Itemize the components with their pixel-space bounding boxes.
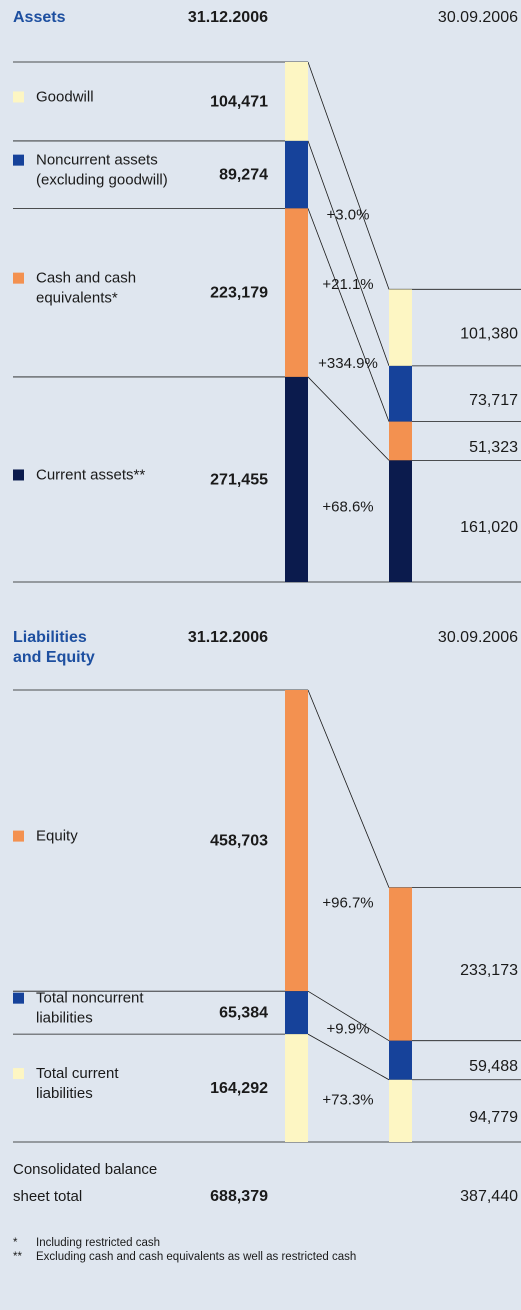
series-label: (excluding goodwill) xyxy=(36,172,168,189)
connector-line xyxy=(307,376,390,461)
footnote-text: Excluding cash and cash equivalents as w… xyxy=(36,1251,356,1263)
data-label: 101,380 xyxy=(460,326,518,343)
bar xyxy=(285,1034,308,1142)
total-label: sheet total xyxy=(13,1188,82,1205)
chart-title: and Equity xyxy=(13,649,95,666)
change-label: +96.7% xyxy=(322,894,373,911)
data-label: 161,020 xyxy=(460,519,518,536)
legend-swatch xyxy=(13,830,24,842)
bar xyxy=(285,62,308,141)
data-label: 59,488 xyxy=(469,1058,518,1075)
change-label: +73.3% xyxy=(322,1091,373,1108)
category-label: 31.12.2006 xyxy=(188,9,268,26)
category-label: 31.12.2006 xyxy=(188,629,268,646)
legend-swatch xyxy=(13,1068,24,1080)
footnote-text: Including restricted cash xyxy=(36,1237,160,1249)
bar xyxy=(285,376,308,582)
bar xyxy=(285,690,308,992)
legend-swatch xyxy=(13,154,24,166)
data-label: 233,173 xyxy=(460,962,518,979)
connector-line xyxy=(307,61,390,290)
bar xyxy=(389,887,412,1041)
series-label: Equity xyxy=(36,828,78,845)
bar xyxy=(389,289,412,366)
series-label: Total current xyxy=(36,1065,119,1082)
data-label: 73,717 xyxy=(469,392,518,409)
connector-line xyxy=(307,208,390,422)
change-label: +9.9% xyxy=(327,1020,370,1037)
total-value: 688,379 xyxy=(210,1188,268,1205)
series-label: equivalents* xyxy=(36,290,118,307)
bar xyxy=(389,421,412,461)
data-label: 104,471 xyxy=(210,93,268,110)
bar xyxy=(389,1040,412,1080)
data-label: 94,779 xyxy=(469,1109,518,1126)
legend-swatch xyxy=(13,91,24,103)
connector-line xyxy=(307,140,390,367)
chart-title: Liabilities xyxy=(13,629,87,646)
change-label: +68.6% xyxy=(322,498,373,515)
series-label: liabilities xyxy=(36,1010,93,1027)
chart-title: Assets xyxy=(13,9,66,26)
footnote-mark: * xyxy=(13,1237,18,1249)
data-label: 458,703 xyxy=(210,833,268,850)
series-label: Cash and cash xyxy=(36,270,136,287)
data-label: 89,274 xyxy=(219,167,268,184)
category-label: 30.09.2006 xyxy=(438,629,518,646)
footnote-mark: ** xyxy=(13,1251,22,1263)
legend-swatch xyxy=(13,992,24,1004)
series-label: Total noncurrent xyxy=(36,990,144,1007)
change-label: +334.9% xyxy=(318,355,378,372)
bar xyxy=(389,365,412,422)
category-label: 30.09.2006 xyxy=(438,9,518,26)
series-label: Current assets** xyxy=(36,466,145,483)
series-label: Goodwill xyxy=(36,88,94,105)
total-value: 387,440 xyxy=(460,1188,518,1205)
bar xyxy=(285,208,308,377)
series-label: Noncurrent assets xyxy=(36,152,158,169)
total-label: Consolidated balance xyxy=(13,1161,157,1178)
data-label: 65,384 xyxy=(219,1005,268,1022)
bar xyxy=(389,1079,412,1142)
series-label: liabilities xyxy=(36,1085,93,1102)
connector-line xyxy=(307,990,390,1042)
bar xyxy=(389,460,412,582)
change-label: +3.0% xyxy=(327,207,370,224)
connector-line xyxy=(307,689,390,888)
data-label: 223,179 xyxy=(210,285,268,302)
data-label: 51,323 xyxy=(469,439,518,456)
change-label: +21.1% xyxy=(322,276,373,293)
bar xyxy=(285,140,308,209)
legend-swatch xyxy=(13,272,24,284)
bar xyxy=(285,991,308,1035)
connector-line xyxy=(307,1033,390,1081)
data-label: 164,292 xyxy=(210,1080,268,1097)
data-label: 271,455 xyxy=(210,471,268,488)
legend-swatch xyxy=(13,469,24,481)
